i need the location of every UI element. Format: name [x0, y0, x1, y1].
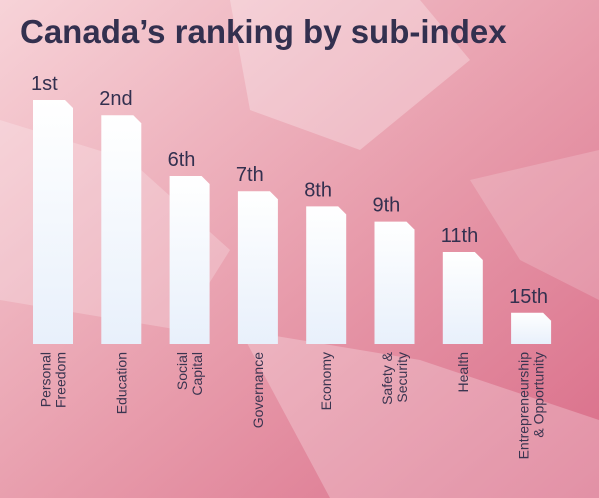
category-label: Health — [455, 352, 471, 392]
bars: 1st Personal Freedom 2nd Education 6th Social C… — [31, 73, 552, 460]
category-label: Governance — [250, 352, 266, 428]
category-label-line: Economy — [318, 352, 334, 410]
category-label-line: Personal — [38, 352, 54, 407]
category-label-line: Health — [455, 352, 471, 392]
bar — [511, 312, 552, 344]
background-swoosh — [240, 330, 599, 498]
category-label-line: Education — [113, 352, 129, 414]
category-label-line: Social — [174, 352, 190, 390]
bar — [442, 252, 483, 344]
bar-rank-label: 6th — [168, 149, 196, 171]
bar-rank-label: 9th — [373, 195, 401, 217]
category-label-line: Freedom — [53, 352, 69, 408]
category-label: Education — [113, 352, 129, 414]
bar — [306, 206, 347, 344]
chart-title: Canada’s ranking by sub-index — [20, 13, 507, 50]
bar — [101, 115, 142, 344]
category-label-line: Security — [394, 352, 410, 403]
background-swoosh — [230, 0, 470, 150]
category-label-line: Capital — [189, 352, 205, 396]
category-label: Social Capital — [174, 352, 205, 396]
category-label: Entrepreneurship & Opportunity — [516, 352, 547, 460]
category-label: Personal Freedom — [38, 352, 69, 408]
category-label: Economy — [318, 352, 334, 410]
bar — [237, 191, 278, 344]
category-label-line: Governance — [250, 352, 266, 428]
bar-rank-label: 15th — [509, 286, 548, 308]
background-swoosh — [470, 150, 599, 300]
bar-rank-label: 8th — [304, 179, 332, 201]
category-label-line: Entrepreneurship — [516, 352, 532, 460]
bar-rank-label: 2nd — [99, 88, 132, 110]
category-label-line: Safety & — [379, 351, 395, 405]
category-label: Safety & Security — [379, 351, 410, 405]
category-label-line: & Opportunity — [531, 352, 547, 438]
bar-rank-label: 11th — [441, 225, 478, 247]
bar — [374, 221, 415, 344]
bar — [33, 100, 73, 344]
bar-rank-label: 7th — [236, 164, 264, 186]
bar — [169, 176, 210, 344]
bar-rank-label: 1st — [31, 73, 58, 95]
